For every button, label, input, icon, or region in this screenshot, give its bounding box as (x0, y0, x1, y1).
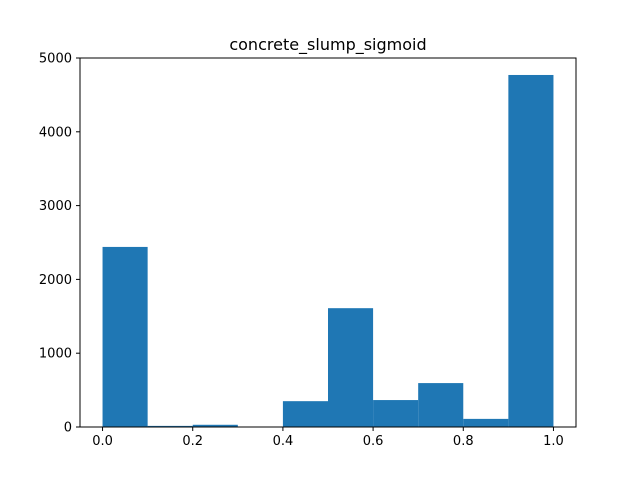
histogram-bar (418, 383, 464, 427)
x-axis: 0.0 0.2 0.4 0.6 0.8 1.0 (92, 427, 564, 449)
y-axis: 0 1000 2000 3000 4000 5000 (39, 52, 80, 436)
histogram-bar (328, 308, 374, 427)
histogram-bar (192, 424, 238, 427)
y-tick-label: 5000 (39, 52, 72, 67)
histogram-bar (508, 74, 554, 427)
x-tick-label: 0.8 (453, 434, 474, 449)
histogram-bar (463, 418, 509, 427)
histogram-bar (373, 400, 419, 427)
x-tick-label: 0.4 (273, 434, 294, 449)
x-tick-label: 1.0 (543, 434, 564, 449)
histogram-bar (147, 425, 193, 427)
y-tick-label: 0 (64, 421, 72, 436)
y-tick-label: 1000 (39, 347, 72, 362)
x-tick-label: 0.2 (182, 434, 203, 449)
y-tick-label: 3000 (39, 199, 72, 214)
y-tick-label: 2000 (39, 273, 72, 288)
x-tick-label: 0.0 (92, 434, 113, 449)
histogram-bar (282, 401, 328, 427)
chart-title: concrete_slump_sigmoid (229, 35, 426, 55)
x-tick-label: 0.6 (363, 434, 384, 449)
y-tick-label: 4000 (39, 125, 72, 140)
histogram-bar (102, 246, 148, 427)
bars-group (102, 74, 554, 427)
plot-frame (79, 57, 577, 428)
